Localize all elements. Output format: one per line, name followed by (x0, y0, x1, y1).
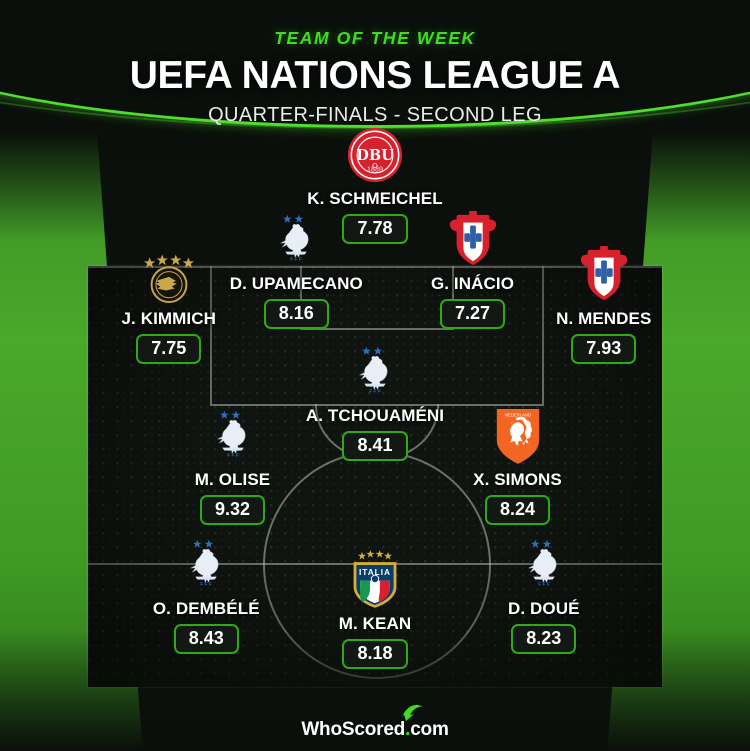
player-name: M. OLISE (194, 470, 271, 490)
logo-scored: Scored (341, 719, 406, 740)
player-card[interactable]: F F F A. TCHOUAMÉNI 8.41 (285, 339, 465, 461)
svg-text:F F F: F F F (290, 256, 302, 262)
player-rating-badge: 7.75 (136, 334, 202, 364)
player-name: D. DOUÉ (507, 599, 580, 619)
svg-text:1889: 1889 (367, 166, 383, 173)
player-card[interactable]: F F F O. DEMBÉLÉ 8.43 (116, 532, 296, 654)
player-name: N. MENDES (556, 309, 652, 328)
player-card[interactable]: NEDERLAND X. SIMONS 8.24 (428, 403, 608, 526)
figc-crest: ITALIA (285, 547, 465, 609)
player-name: O. DEMBÉLÉ (152, 599, 260, 619)
player-card[interactable]: F F F M. OLISE 9.32 (143, 403, 323, 526)
player-name: K. SCHMEICHEL (307, 188, 443, 208)
svg-text:F F F: F F F (538, 581, 550, 587)
svg-text:DBU: DBU (356, 147, 394, 164)
fpf-crest (383, 207, 563, 269)
footer: WhoScored.com (0, 704, 750, 741)
player-name: A. TCHOUAMÉNI (305, 405, 445, 425)
player-name: D. UPAMECANO (229, 273, 363, 293)
player-card[interactable]: F F F D. UPAMECANO 8.16 (206, 207, 386, 329)
whoscored-logo[interactable]: WhoScored.com (301, 704, 449, 741)
svg-text:NEDERLAND: NEDERLAND (504, 413, 530, 418)
player-rating-badge: 8.43 (173, 624, 239, 654)
svg-text:F F F: F F F (227, 452, 239, 458)
player-rating-badge: 8.24 (484, 495, 551, 526)
eyebrow-label: Team of the Week (274, 28, 476, 48)
dbu-crest: DBU 1889 (285, 122, 465, 184)
player-card[interactable]: N. MENDES 7.93 (514, 242, 694, 364)
fpf-crest (514, 242, 694, 304)
player-name: X. SIMONS (473, 470, 562, 490)
svg-text:F F F: F F F (369, 388, 381, 394)
logo-com: com (410, 719, 449, 740)
logo-dot: . (405, 719, 411, 740)
player-name: J. KIMMICH (121, 309, 216, 328)
green-arc-decoration (0, 0, 750, 128)
player-rating-badge: 9.32 (199, 495, 266, 526)
fff-crest: F F F (116, 532, 296, 594)
logo-who: Who (301, 719, 342, 740)
player-rating-badge: 8.41 (342, 430, 408, 461)
player-rating-badge: 8.23 (511, 624, 577, 654)
player-card[interactable]: F F F D. DOUÉ 8.23 (454, 532, 634, 654)
player-rating-badge: 8.18 (342, 638, 408, 669)
player-rating-badge: 7.27 (439, 298, 506, 329)
player-rating-badge: 7.93 (571, 334, 637, 364)
svg-text:F F F: F F F (200, 581, 212, 587)
dfb-crest (79, 242, 259, 304)
player-card[interactable]: ITALIA M. KEAN 8.18 (285, 547, 465, 669)
player-card[interactable]: DBU 1889 K. SCHMEICHEL 7.78 (285, 122, 465, 244)
fff-crest: F F F (206, 207, 386, 269)
page-title: UEFA Nations League A (129, 54, 621, 97)
player-card[interactable]: G. INÁCIO 7.27 (383, 207, 563, 329)
page-subtitle: Quarter-Finals - Second Leg (208, 104, 542, 126)
header: Team of the Week UEFA Nations League A Q… (0, 0, 750, 133)
fff-crest: F F F (454, 532, 634, 594)
svg-text:ITALIA: ITALIA (359, 567, 391, 577)
player-rating-badge: 8.16 (263, 298, 329, 329)
knvb-crest: NEDERLAND (428, 403, 608, 465)
fff-crest: F F F (143, 403, 323, 465)
player-name: M. KEAN (338, 613, 412, 633)
fff-crest: F F F (285, 339, 465, 401)
player-card[interactable]: J. KIMMICH 7.75 (79, 242, 259, 364)
player-name: G. INÁCIO (430, 273, 515, 293)
player-rating-badge: 7.78 (342, 213, 408, 244)
whoscored-swoosh-icon (401, 704, 423, 721)
